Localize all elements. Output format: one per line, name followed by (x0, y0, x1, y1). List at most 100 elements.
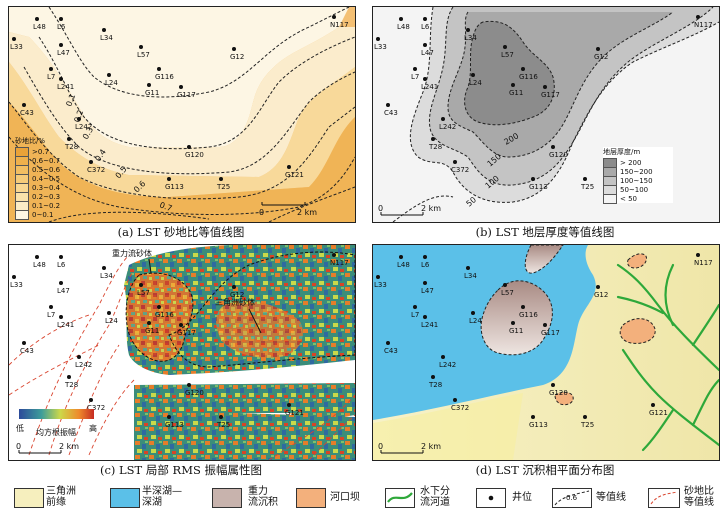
scale-distance: 2 km (421, 204, 441, 213)
legend-row: 0~0.1 (15, 209, 61, 220)
caption-c: (c) LST 局部 RMS 振幅属性图 (99, 463, 263, 477)
sand-ratio-legend: 砂地比/% >0.7 0.6~0.7 0.5~0.6 0.4~0.5 0.3~0.4 0.… (15, 136, 61, 220)
well-marker (503, 283, 507, 287)
well-marker (187, 383, 191, 387)
well-marker (423, 17, 427, 21)
well-label: G11 (509, 327, 523, 335)
well-marker (139, 45, 143, 49)
well-marker (102, 28, 106, 32)
well-marker (12, 37, 16, 41)
well-marker (59, 315, 63, 319)
well-marker (167, 415, 171, 419)
legend-contour-icon: 0.6 (552, 488, 592, 508)
well-marker (232, 47, 236, 51)
well-label: L241 (421, 83, 438, 91)
well-label: C372 (451, 404, 469, 412)
well-label: G12 (230, 53, 244, 61)
well-label: L33 (10, 281, 23, 289)
well-label: L48 (33, 23, 46, 31)
well-label: L47 (57, 49, 70, 57)
well-marker (521, 305, 525, 309)
well-label: G117 (177, 91, 196, 99)
contour-label: 0.1 (64, 93, 77, 108)
legend-row: < 50 (603, 193, 673, 204)
well-marker (386, 341, 390, 345)
well-marker (386, 103, 390, 107)
well-label: L7 (47, 311, 55, 319)
well-marker (423, 77, 427, 81)
well-marker (413, 67, 417, 71)
well-label: L34 (464, 272, 477, 280)
well-label: L7 (411, 311, 419, 319)
legend-channel-icon (385, 488, 415, 508)
well-label: L24 (469, 317, 482, 325)
well-marker (59, 17, 63, 21)
well-label: T28 (428, 381, 442, 389)
legend-label: 0~0.1 (32, 210, 54, 219)
well-label: G117 (541, 91, 560, 99)
caption-b: (b) LST 地层厚度等值线图 (475, 225, 615, 239)
well-label: L242 (75, 123, 92, 131)
well-label: L6 (57, 23, 66, 31)
well-marker (102, 266, 106, 270)
contour-label: 0.7 (158, 200, 173, 213)
well-label: T25 (216, 421, 230, 429)
well-marker (147, 321, 151, 325)
well-label: G12 (594, 291, 608, 299)
well-marker (67, 375, 71, 379)
well-marker (466, 266, 470, 270)
well-label: C372 (87, 404, 105, 412)
well-label: C372 (451, 166, 469, 174)
legend-label: < 50 (620, 194, 637, 203)
caption-a: (a) LST 砂地比等值线图 (117, 225, 245, 239)
well-marker (89, 160, 93, 164)
well-marker (511, 83, 515, 87)
well-marker (49, 305, 53, 309)
scale-distance: 2 km (421, 442, 441, 451)
legend-title: 砂地比/% (15, 137, 46, 145)
well-marker (543, 85, 547, 89)
well-marker (423, 255, 427, 259)
legend-label: 100~150 (620, 176, 653, 185)
well-label: G113 (529, 183, 548, 191)
legend-label: 0.6~0.7 (32, 156, 61, 165)
well-label: L6 (421, 23, 430, 31)
well-marker (441, 117, 445, 121)
legend-gravity-label: 重力 流沉积 (248, 486, 278, 508)
well-marker (511, 321, 515, 325)
well-marker (157, 305, 161, 309)
well-label: L33 (374, 281, 387, 289)
well-label: L48 (33, 261, 46, 269)
well-marker (77, 117, 81, 121)
well-label: L7 (411, 73, 419, 81)
well-marker (147, 83, 151, 87)
well-marker (107, 73, 111, 77)
scale-zero: 0 (16, 442, 21, 451)
legend-semi-deep-label: 半深湖— 深湖 (142, 486, 182, 508)
well-label: L6 (57, 261, 66, 269)
panel-d-facies-map: N117 L48 L6 L33 L34 L47 L57 G12 L7 L241 L24 G116 G11… (372, 244, 720, 461)
well-label: C372 (87, 166, 105, 174)
scale-zero: 0 (259, 208, 264, 217)
well-marker (423, 281, 427, 285)
well-label: G120 (549, 151, 568, 159)
well-label: C43 (384, 347, 398, 355)
legend-swatch (603, 193, 617, 204)
well-marker (219, 177, 223, 181)
well-label: L33 (374, 43, 387, 51)
well-marker (35, 255, 39, 259)
well-label: L241 (57, 321, 74, 329)
legend-well-label: 井位 (512, 492, 532, 503)
well-marker (696, 253, 700, 257)
well-label: N117 (694, 259, 713, 267)
well-label: L34 (100, 34, 113, 42)
legend-swatch-gravity (212, 488, 242, 508)
well-marker (596, 285, 600, 289)
well-label: L57 (137, 289, 150, 297)
well-marker (583, 415, 587, 419)
well-label: C43 (384, 109, 398, 117)
well-label: L24 (469, 79, 482, 87)
legend-swatch-delta-front (14, 488, 44, 508)
well-marker (167, 177, 171, 181)
